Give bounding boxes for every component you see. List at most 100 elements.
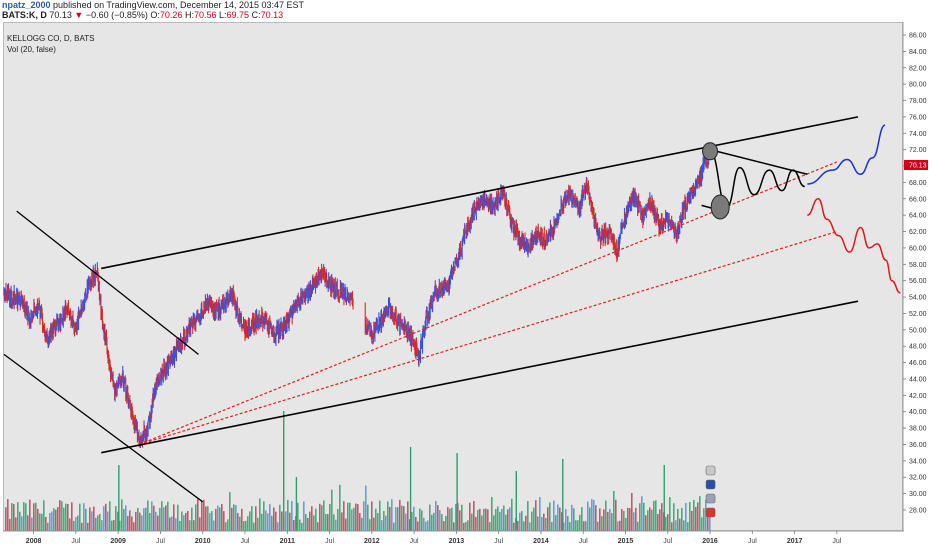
x-tick-label: 2009 xyxy=(110,538,126,545)
legend-volume[interactable]: Vol (20, false) xyxy=(7,45,56,54)
y-tick-label: 64.00 xyxy=(909,213,927,220)
volume-bar xyxy=(309,511,311,531)
x-tick-label: Jul xyxy=(832,538,841,545)
volume-bar xyxy=(583,521,585,531)
highlight-circle-top xyxy=(702,142,719,161)
volume-bar xyxy=(85,508,87,531)
author-name[interactable]: npatz_2000 xyxy=(2,0,51,10)
symbol-label: BATS:K, D xyxy=(2,10,47,20)
volume-bar xyxy=(433,512,435,531)
volume-bar xyxy=(287,499,289,531)
last-price-tag-label: 70.13 xyxy=(909,162,927,169)
y-tick-label: 86.00 xyxy=(909,33,927,40)
volume-spike xyxy=(409,447,412,531)
volume-bar xyxy=(269,504,271,531)
volume-bar xyxy=(487,509,489,531)
volume-bar xyxy=(549,502,551,531)
volume-bar xyxy=(97,515,99,531)
volume-bar xyxy=(701,517,703,531)
volume-bar xyxy=(493,515,495,531)
volume-bar xyxy=(357,504,359,531)
volume-bar xyxy=(643,502,645,531)
volume-bar xyxy=(429,504,431,531)
y-tick-label: 74.00 xyxy=(909,131,927,138)
volume-bar xyxy=(371,501,373,531)
volume-bar xyxy=(171,516,173,531)
volume-bar xyxy=(499,511,501,531)
volume-bar xyxy=(193,520,195,531)
volume-bar xyxy=(143,508,145,531)
y-tick-label: 28.00 xyxy=(909,508,927,515)
volume-bar xyxy=(77,515,79,531)
volume-bar xyxy=(529,522,531,531)
volume-bar xyxy=(165,505,167,531)
down-channel-bottom-line xyxy=(3,353,204,503)
volume-bar xyxy=(627,507,629,531)
volume-bar xyxy=(5,507,7,531)
volume-bar xyxy=(459,510,461,531)
volume-bar xyxy=(237,513,239,531)
volume-bar xyxy=(29,499,31,531)
volume-bar xyxy=(691,510,693,531)
x-tick-label: Jul xyxy=(325,538,334,545)
volume-bar xyxy=(325,513,327,531)
volume-bar xyxy=(71,502,73,531)
volume-bar xyxy=(639,503,641,531)
ohlc-line: BATS:K, D 70.13 ▼ −0.60 (−0.85%) O:70.26… xyxy=(2,10,304,20)
volume-bar xyxy=(481,515,483,531)
volume-bar xyxy=(431,514,433,531)
volume-bar xyxy=(671,522,673,531)
volume-bar xyxy=(471,513,473,531)
volume-spike xyxy=(118,465,120,531)
volume-bar xyxy=(421,510,423,531)
volume-bar xyxy=(575,520,577,531)
volume-bar xyxy=(539,496,541,531)
volume-bar xyxy=(89,507,91,531)
y-tick-label: 58.00 xyxy=(909,262,927,269)
volume-bar xyxy=(299,519,301,531)
volume-bar xyxy=(209,513,211,531)
volume-bar xyxy=(709,512,711,531)
volume-bar xyxy=(407,501,409,531)
volume-bar xyxy=(489,522,491,531)
volume-bar xyxy=(505,514,507,531)
event-flag-icon xyxy=(705,507,716,518)
x-tick-label: 2013 xyxy=(449,538,465,545)
volume-bar xyxy=(333,514,335,531)
volume-bar xyxy=(687,522,689,531)
volume-bar xyxy=(411,511,413,531)
volume-bar xyxy=(511,498,513,531)
highlight-circle-bottom xyxy=(710,194,730,220)
volume-bar xyxy=(119,520,121,531)
volume-bar xyxy=(191,507,193,531)
high-label: H: xyxy=(184,10,194,20)
volume-bar xyxy=(557,504,559,531)
volume-bar xyxy=(587,501,589,531)
volume-bar xyxy=(495,508,497,531)
event-flag-icon xyxy=(705,465,716,476)
volume-bar xyxy=(363,501,365,531)
volume-bar xyxy=(507,509,509,531)
volume-bar xyxy=(163,507,165,531)
volume-bar xyxy=(665,516,667,531)
x-tick-label: 2010 xyxy=(195,538,211,545)
volume-bar xyxy=(11,503,13,531)
volume-bar xyxy=(377,513,379,531)
volume-bar xyxy=(9,518,11,531)
volume-bar xyxy=(111,520,113,531)
volume-bar xyxy=(63,507,65,531)
volume-bar xyxy=(87,522,89,531)
volume-bar xyxy=(553,500,555,531)
volume-bar xyxy=(185,512,187,531)
volume-bar xyxy=(245,520,247,531)
volume-bar xyxy=(177,504,179,531)
volume-bar xyxy=(95,517,97,531)
volume-bar xyxy=(573,508,575,531)
volume-bar xyxy=(383,511,385,531)
volume-bar xyxy=(417,521,419,531)
last-price-tag xyxy=(904,159,928,170)
volume-bar xyxy=(571,504,573,531)
volume-bar xyxy=(595,505,597,531)
volume-bar xyxy=(467,520,469,531)
volume-bar xyxy=(343,501,345,531)
